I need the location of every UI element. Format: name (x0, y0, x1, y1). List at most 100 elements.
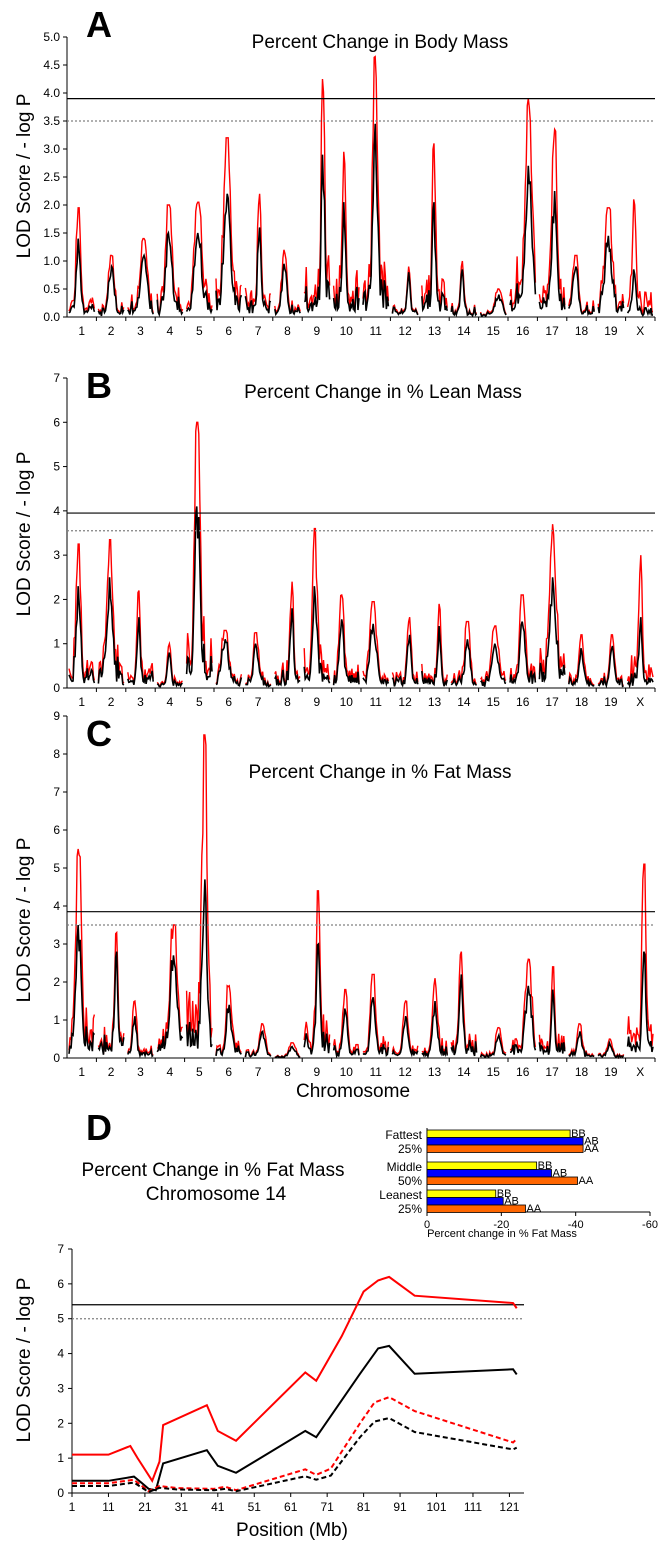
chromosome-label: 16 (516, 324, 530, 338)
panel-letter-a: A (86, 4, 112, 45)
chromosome-label: 5 (196, 1065, 203, 1079)
lod-trace-chr-13 (421, 978, 448, 1057)
panel-c: C Percent Change in % Fat Mass LOD Score… (14, 709, 656, 1102)
x-tick-label: 1 (69, 1500, 76, 1514)
inset-group-label: 25% (398, 1202, 422, 1216)
inset-bar-label: AA (579, 1175, 594, 1187)
y-tick-label: 3.5 (43, 114, 60, 128)
lod-trace-chr-14 (450, 951, 478, 1055)
lod-trace-chr-X (626, 555, 654, 684)
y-tick-label: 4.0 (43, 86, 60, 100)
y-tick-label: 3.0 (43, 142, 60, 156)
chromosome-label: 7 (255, 1065, 262, 1079)
chromosome-label: 17 (545, 1065, 559, 1079)
logp-trace-chr-6 (215, 193, 243, 314)
y-tick-label: 3 (53, 548, 60, 562)
lod-trace-chr-12 (391, 1000, 419, 1055)
chromosome-label: 14 (457, 695, 471, 709)
chromosome-label: 2 (108, 695, 115, 709)
inset-bar-label: AB (553, 1168, 568, 1180)
lod-line (72, 1275, 518, 1484)
x-tick-label: 71 (320, 1500, 334, 1514)
inset-x-axis-label: Percent change in % Fat Mass (427, 1228, 577, 1240)
logp-trace-chr-6 (215, 639, 243, 687)
logp-trace-chr-1 (68, 586, 96, 684)
logp-trace-chr-3 (127, 252, 154, 316)
chromosome-label: 16 (516, 695, 530, 709)
logp-trace-chr-10 (332, 1008, 360, 1059)
y-tick-label: 6 (53, 415, 60, 429)
y-tick-label: 4 (57, 1347, 64, 1361)
chromosome-label: 11 (369, 1065, 382, 1079)
lod-trace-chr-X (626, 199, 654, 316)
logp-trace-chr-17 (538, 577, 566, 684)
lod-trace-chr-4 (156, 204, 184, 315)
chromosome-label: 10 (340, 1065, 354, 1079)
chromosome-label: 15 (487, 324, 501, 338)
inset-group-label: 50% (398, 1174, 422, 1188)
chromosome-label: 14 (457, 1065, 471, 1079)
logp-trace-chr-2 (97, 263, 125, 317)
chromosome-label: 12 (398, 1065, 412, 1079)
chromosome-label: 18 (575, 324, 589, 338)
chromosome-label: 15 (487, 695, 501, 709)
x-tick-label: 41 (211, 1500, 225, 1514)
inset-bar-label: AB (504, 1196, 519, 1208)
chromosome-label: 5 (196, 324, 203, 338)
lod-trace-chr-X (626, 863, 654, 1046)
y-tick-label: 7 (53, 371, 60, 385)
logp-trace-chr-11 (362, 123, 390, 311)
logp-line (72, 1344, 518, 1492)
inset-bar-ab (426, 1137, 584, 1146)
lod-trace-chr-11 (362, 600, 390, 683)
x-tick-label: 91 (393, 1500, 407, 1514)
logp-trace-chr-15 (480, 643, 507, 687)
inset-bar-label: BB (497, 1188, 512, 1200)
logp-trace-chr-7 (244, 1029, 272, 1058)
inset-bar-aa (426, 1204, 526, 1213)
logp-trace-chr-16 (509, 165, 537, 312)
y-tick-label: 1 (57, 1451, 64, 1465)
y-tick-label: 2 (53, 975, 60, 989)
lod-trace-chr-16 (509, 98, 537, 309)
logp-trace-chr-15 (479, 294, 507, 318)
logp-trace-chr-19 (597, 235, 625, 314)
chromosome-label: 4 (167, 324, 174, 338)
inset-bar-bb (426, 1161, 538, 1170)
logp-trace-chr-8 (274, 1045, 301, 1059)
inset-x-tick-label: -20 (493, 1219, 509, 1231)
y-tick-label: 2.5 (43, 170, 60, 184)
chromosome-label: 17 (545, 324, 559, 338)
inset-group-label: Leanest (379, 1188, 422, 1202)
logp-trace-chr-14 (450, 269, 478, 318)
chromosome-label: 18 (575, 1065, 589, 1079)
logp-trace-chr-16 (509, 985, 537, 1055)
chromosome-label: 19 (604, 1065, 618, 1079)
logp-trace-chr-12 (391, 634, 419, 688)
chromosome-label: 10 (340, 695, 354, 709)
logp-trace-chr-17 (538, 190, 566, 311)
logp-trace-chr-X (626, 951, 654, 1053)
lod-trace-chr-5 (185, 421, 213, 676)
lod-trace-chr-19 (597, 207, 625, 313)
inset-bar-label: AB (584, 1136, 599, 1148)
y-tick-label: 4 (53, 504, 60, 518)
logp-trace-chr-16 (509, 621, 537, 685)
x-tick-label: 121 (499, 1500, 519, 1514)
chromosome-label: 12 (398, 324, 412, 338)
x-tick-label: 61 (284, 1500, 298, 1514)
logp-trace-chr-13 (421, 625, 448, 687)
chromosome-label: 1 (78, 695, 85, 709)
lod-trace-chr-16 (509, 594, 537, 683)
y-tick-label: 5 (53, 460, 60, 474)
lod-trace-chr-11 (362, 55, 390, 308)
lod-trace-chr-18 (568, 634, 595, 686)
chromosome-label: 8 (284, 1065, 291, 1079)
y-tick-label: 2 (57, 1416, 64, 1430)
logp-trace-chr-13 (421, 1000, 448, 1059)
y-tick-label: 5.0 (43, 30, 60, 44)
lod-trace-chr-13 (421, 603, 448, 686)
chromosome-label: 9 (314, 695, 321, 709)
inset-x-tick-label: -40 (568, 1219, 584, 1231)
chromosome-label: X (636, 695, 644, 709)
